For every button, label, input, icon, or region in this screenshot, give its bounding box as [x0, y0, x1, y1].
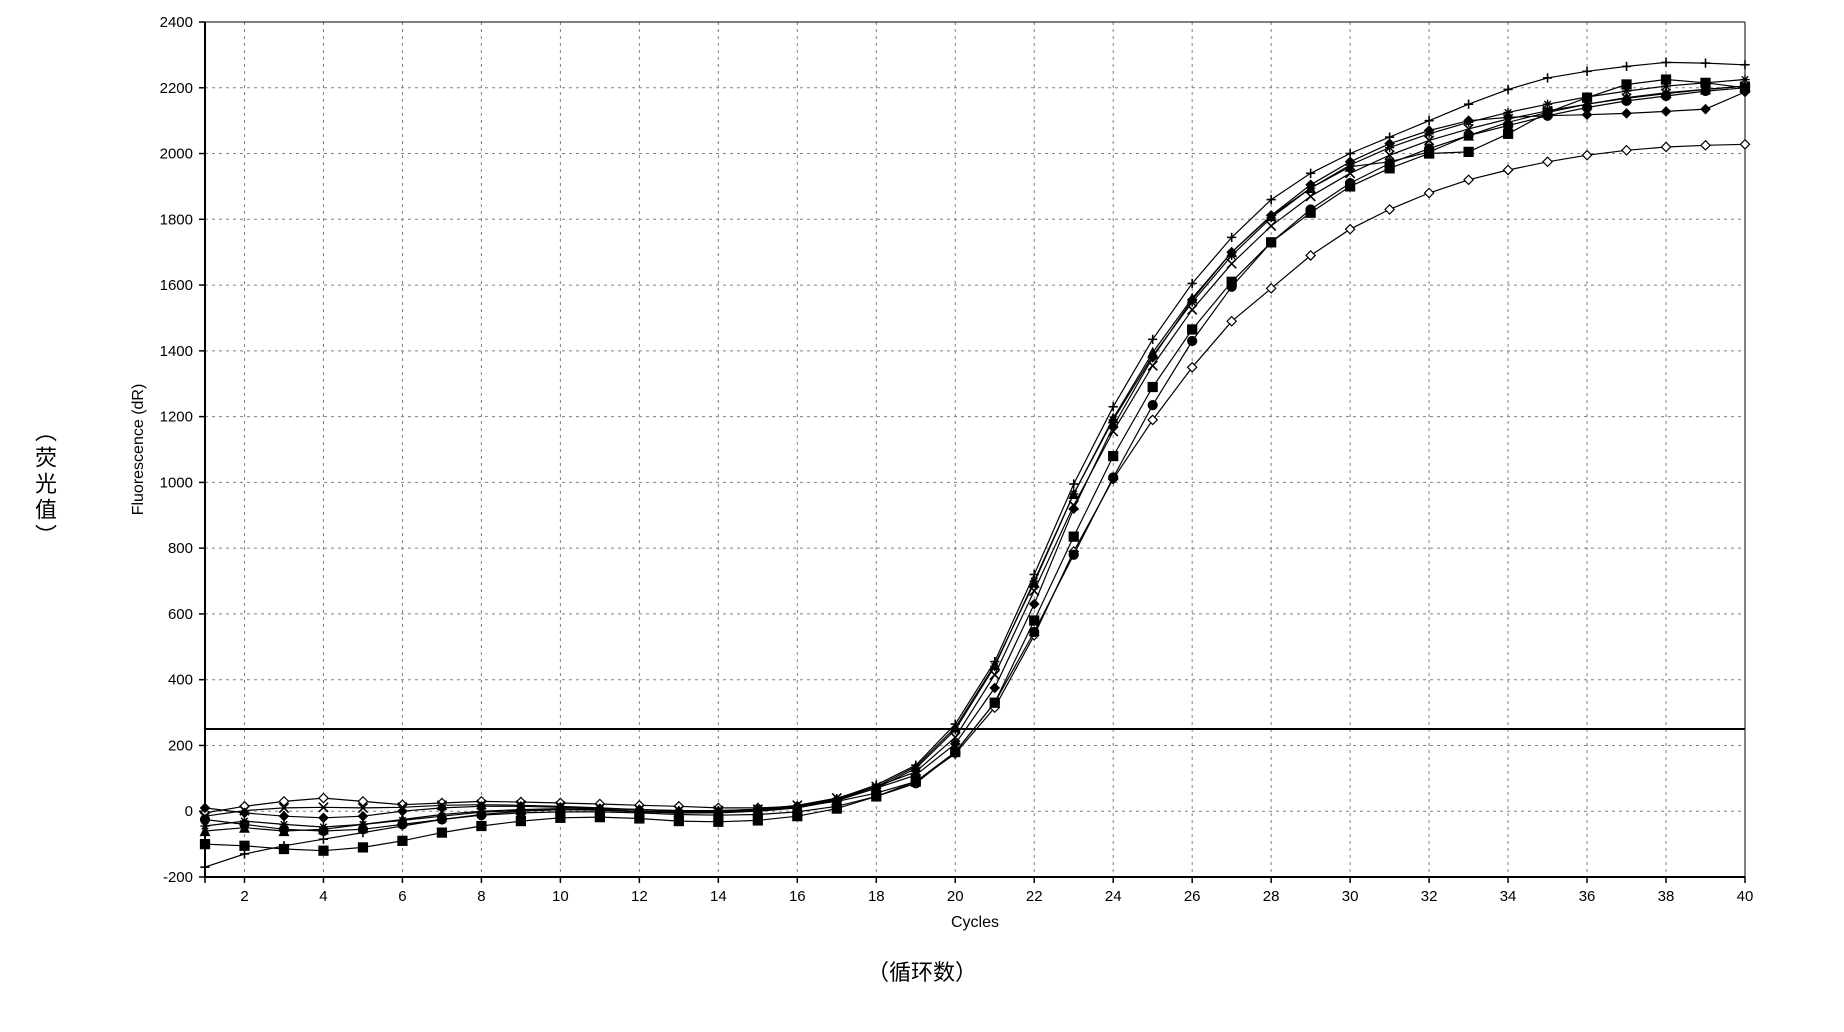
svg-text:16: 16: [789, 888, 806, 905]
svg-text:2: 2: [240, 888, 248, 905]
page: （荧光值） -200 0 200 400 600 800 1000 1200 1400 1600 1…: [0, 0, 1844, 1032]
svg-text:1800: 1800: [160, 211, 193, 228]
svg-text:24: 24: [1105, 888, 1122, 905]
svg-text:22: 22: [1026, 888, 1043, 905]
svg-text:30: 30: [1342, 888, 1359, 905]
svg-text:0: 0: [185, 803, 193, 820]
svg-text:34: 34: [1500, 888, 1517, 905]
svg-text:-200: -200: [163, 869, 193, 886]
chart-container: -200 0 200 400 600 800 1000 1200 1400 1600 1800 200…: [110, 10, 1790, 945]
svg-text:200: 200: [168, 737, 193, 754]
svg-text:32: 32: [1421, 888, 1438, 905]
svg-text:38: 38: [1658, 888, 1675, 905]
svg-text:Cycles: Cycles: [951, 914, 999, 931]
svg-text:800: 800: [168, 540, 193, 557]
svg-text:2400: 2400: [160, 14, 193, 31]
svg-text:36: 36: [1579, 888, 1596, 905]
svg-text:8: 8: [477, 888, 485, 905]
svg-text:40: 40: [1737, 888, 1754, 905]
svg-text:12: 12: [631, 888, 648, 905]
svg-text:14: 14: [710, 888, 727, 905]
svg-text:1200: 1200: [160, 409, 193, 426]
svg-text:28: 28: [1263, 888, 1280, 905]
outer-x-label-cn: （循环数）: [0, 955, 1844, 987]
svg-text:26: 26: [1184, 888, 1201, 905]
svg-text:10: 10: [552, 888, 569, 905]
svg-text:4: 4: [319, 888, 327, 905]
outer-y-label-cn: （荧光值）: [28, 420, 60, 550]
svg-text:20: 20: [947, 888, 964, 905]
svg-text:Fluorescence (dR): Fluorescence (dR): [130, 384, 147, 516]
svg-text:600: 600: [168, 606, 193, 623]
svg-text:6: 6: [398, 888, 406, 905]
svg-text:1600: 1600: [160, 277, 193, 294]
svg-text:400: 400: [168, 672, 193, 689]
svg-text:1000: 1000: [160, 474, 193, 491]
svg-text:1400: 1400: [160, 343, 193, 360]
svg-text:2000: 2000: [160, 146, 193, 163]
svg-text:2200: 2200: [160, 80, 193, 97]
amplification-chart: -200 0 200 400 600 800 1000 1200 1400 1600 1800 200…: [110, 10, 1790, 940]
svg-text:18: 18: [868, 888, 885, 905]
